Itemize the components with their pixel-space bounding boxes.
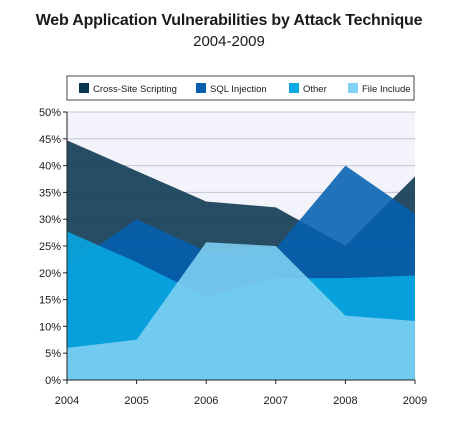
y-tick-label: 50% — [39, 107, 61, 119]
y-tick-label: 10% — [39, 321, 61, 333]
x-tick-label: 2009 — [403, 395, 427, 407]
legend-swatch-other — [289, 83, 299, 93]
legend-swatch-file-include — [348, 83, 358, 93]
x-tick-label: 2008 — [333, 395, 357, 407]
y-tick-labels: 0% 5% 10% 15% 20% 25% 30% 35% 40% 45% 50% — [39, 107, 61, 387]
legend-label-sql-injection: SQL Injection — [210, 84, 267, 95]
legend-swatch-sql-injection — [196, 83, 206, 93]
chart-subtitle: 2004-2009 — [193, 33, 265, 50]
y-tick-label: 25% — [39, 241, 61, 253]
x-tick-label: 2005 — [124, 395, 148, 407]
chart-title: Web Application Vulnerabilities by Attac… — [35, 12, 423, 29]
x-tick-labels: 2004 2005 2006 2007 2008 2009 — [55, 395, 427, 407]
y-tick-label: 30% — [39, 214, 61, 226]
axes — [63, 111, 416, 384]
legend-label-cross-site-scripting: Cross-Site Scripting — [93, 84, 177, 95]
y-tick-label: 5% — [45, 348, 61, 360]
y-tick-label: 15% — [39, 295, 61, 307]
series-areas — [67, 140, 415, 380]
x-tick-label: 2007 — [264, 395, 288, 407]
legend-label-file-include: File Include — [362, 84, 411, 95]
y-tick-label: 40% — [39, 161, 61, 173]
y-tick-label: 45% — [39, 134, 61, 146]
y-tick-label: 0% — [45, 375, 61, 387]
x-tick-label: 2006 — [194, 395, 218, 407]
x-tick-label: 2004 — [55, 395, 79, 407]
legend-swatch-cross-site-scripting — [79, 83, 89, 93]
area-file-include — [67, 242, 415, 380]
legend: Cross-Site Scripting SQL Injection Other Fi… — [66, 75, 415, 101]
y-tick-label: 20% — [39, 268, 61, 280]
y-tick-label: 35% — [39, 187, 61, 199]
legend-label-other: Other — [303, 84, 327, 95]
